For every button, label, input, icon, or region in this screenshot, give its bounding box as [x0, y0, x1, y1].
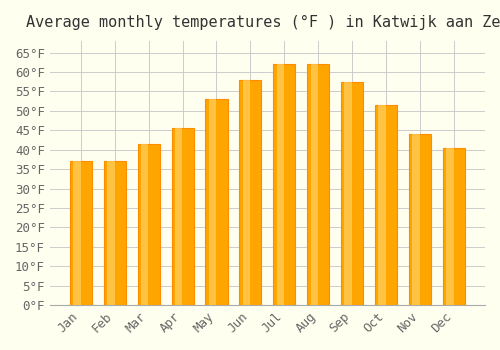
Bar [446, 148, 454, 305]
Bar [240, 80, 262, 305]
Bar [310, 64, 318, 305]
Bar [104, 161, 126, 305]
Bar [73, 161, 80, 305]
Title: Average monthly temperatures (°F ) in Katwijk aan Zee: Average monthly temperatures (°F ) in Ka… [26, 15, 500, 30]
Bar [208, 99, 216, 305]
Bar [344, 82, 352, 305]
Bar [172, 128, 194, 305]
Bar [70, 161, 92, 305]
Bar [443, 148, 465, 305]
Bar [409, 134, 432, 305]
Bar [107, 161, 114, 305]
Bar [378, 105, 386, 305]
Bar [206, 99, 228, 305]
Bar [141, 144, 148, 305]
Bar [138, 144, 160, 305]
Bar [276, 64, 284, 305]
Bar [342, 82, 363, 305]
Bar [274, 64, 295, 305]
Bar [174, 128, 182, 305]
Bar [308, 64, 330, 305]
Bar [242, 80, 250, 305]
Bar [412, 134, 420, 305]
Bar [375, 105, 398, 305]
